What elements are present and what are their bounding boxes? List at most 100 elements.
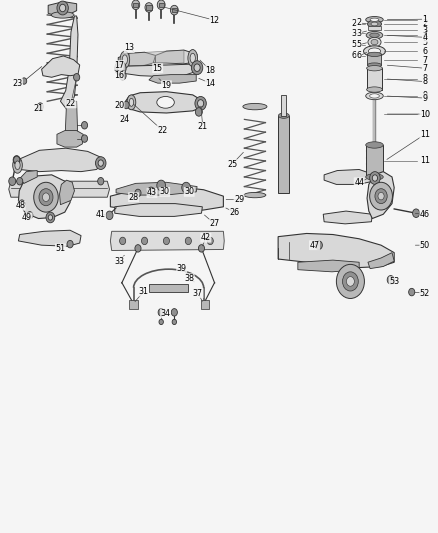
Text: 6: 6	[357, 52, 362, 60]
Polygon shape	[149, 75, 196, 83]
Ellipse shape	[366, 17, 383, 23]
Polygon shape	[323, 211, 372, 224]
Circle shape	[21, 78, 27, 84]
Circle shape	[182, 182, 191, 193]
Ellipse shape	[368, 37, 381, 47]
Circle shape	[42, 193, 49, 201]
Ellipse shape	[13, 157, 22, 173]
Text: 53: 53	[389, 277, 399, 286]
Ellipse shape	[371, 22, 378, 26]
Ellipse shape	[367, 63, 381, 67]
Text: 21: 21	[33, 104, 44, 113]
Circle shape	[372, 175, 378, 181]
Ellipse shape	[129, 98, 134, 106]
Circle shape	[370, 172, 380, 184]
Ellipse shape	[279, 113, 290, 118]
Circle shape	[185, 237, 191, 245]
Circle shape	[409, 288, 415, 296]
Text: 7: 7	[422, 64, 427, 72]
Bar	[172, 8, 177, 12]
Text: 24: 24	[120, 116, 130, 124]
Polygon shape	[65, 101, 78, 144]
Polygon shape	[9, 181, 110, 197]
Circle shape	[147, 187, 155, 197]
Circle shape	[413, 209, 420, 217]
Text: 27: 27	[209, 220, 220, 228]
Ellipse shape	[244, 192, 266, 198]
Ellipse shape	[366, 92, 383, 100]
Bar	[159, 3, 164, 7]
Bar	[129, 300, 138, 309]
Text: 51: 51	[55, 244, 66, 253]
Text: 13: 13	[124, 44, 134, 52]
Text: 2: 2	[357, 19, 362, 27]
Circle shape	[336, 264, 364, 298]
Bar	[133, 3, 138, 7]
Polygon shape	[324, 169, 374, 184]
Polygon shape	[110, 231, 224, 251]
Polygon shape	[155, 50, 197, 64]
Circle shape	[46, 212, 55, 223]
Text: 5: 5	[422, 38, 427, 46]
Circle shape	[60, 4, 66, 12]
Circle shape	[346, 277, 354, 286]
Text: 25: 25	[227, 160, 237, 168]
Circle shape	[375, 189, 387, 204]
Ellipse shape	[15, 161, 20, 169]
Polygon shape	[368, 253, 394, 269]
Circle shape	[387, 276, 394, 284]
Polygon shape	[18, 175, 71, 219]
Circle shape	[117, 64, 124, 72]
Ellipse shape	[366, 142, 383, 148]
Text: 52: 52	[420, 289, 430, 297]
Text: 37: 37	[193, 289, 203, 297]
Ellipse shape	[127, 95, 136, 110]
Polygon shape	[118, 64, 197, 77]
Text: 11: 11	[420, 130, 430, 139]
Polygon shape	[278, 233, 394, 268]
Circle shape	[98, 177, 104, 185]
Text: 18: 18	[205, 66, 215, 75]
Circle shape	[98, 160, 103, 166]
Text: 34: 34	[161, 309, 170, 318]
Circle shape	[9, 177, 16, 185]
Circle shape	[145, 3, 153, 12]
Text: 9: 9	[422, 94, 427, 102]
Polygon shape	[298, 260, 359, 272]
Polygon shape	[110, 187, 223, 212]
Text: 9: 9	[422, 92, 427, 100]
Ellipse shape	[366, 31, 383, 39]
Circle shape	[157, 0, 165, 10]
Circle shape	[163, 237, 170, 245]
Text: 6: 6	[422, 47, 427, 55]
Circle shape	[195, 108, 202, 116]
Circle shape	[198, 100, 204, 107]
Circle shape	[67, 240, 73, 248]
Ellipse shape	[371, 39, 378, 45]
Ellipse shape	[364, 46, 385, 56]
Ellipse shape	[370, 18, 379, 21]
Polygon shape	[14, 148, 103, 172]
Text: 4: 4	[422, 33, 427, 42]
Text: 11: 11	[420, 157, 430, 165]
Polygon shape	[60, 16, 78, 109]
Text: 23: 23	[12, 79, 23, 87]
Text: 48: 48	[15, 201, 25, 210]
Bar	[367, 54, 381, 65]
Ellipse shape	[190, 53, 195, 63]
Circle shape	[370, 182, 392, 210]
Circle shape	[132, 0, 140, 10]
Circle shape	[81, 122, 88, 129]
Text: 5: 5	[357, 41, 362, 49]
Text: 38: 38	[184, 274, 194, 282]
Polygon shape	[118, 52, 155, 66]
Text: 10: 10	[420, 110, 430, 118]
Text: 42: 42	[201, 233, 211, 242]
Text: 30: 30	[160, 188, 170, 196]
Circle shape	[194, 64, 200, 71]
Circle shape	[95, 157, 106, 169]
Circle shape	[39, 189, 53, 206]
Ellipse shape	[157, 96, 174, 108]
Circle shape	[27, 212, 33, 219]
Text: 22: 22	[66, 99, 76, 108]
